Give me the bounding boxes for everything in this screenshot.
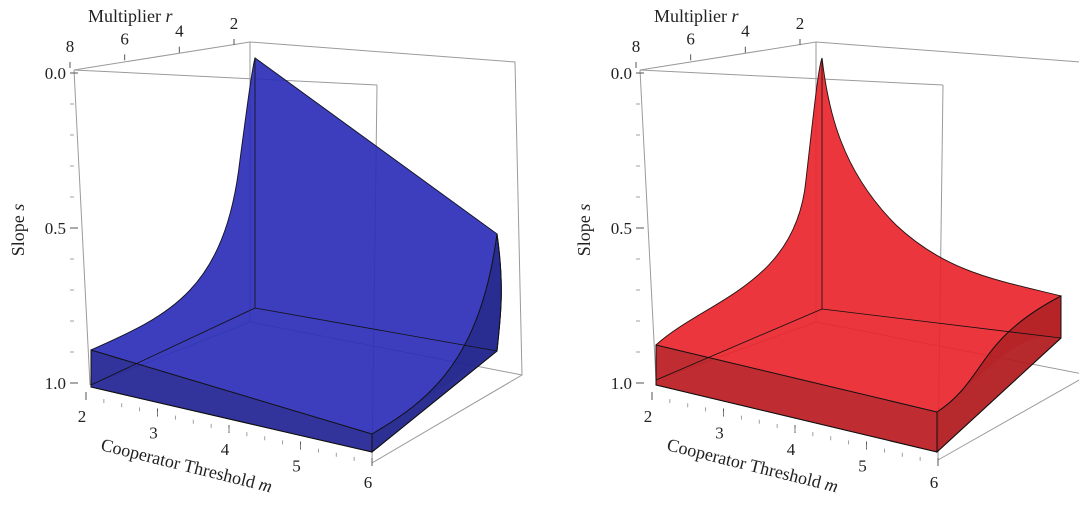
x-tick-label: 3 bbox=[715, 424, 724, 443]
z-tick-label: 0.0 bbox=[611, 64, 632, 83]
x-tick-label: 6 bbox=[930, 473, 939, 492]
x-axis-title: Cooperator Threshold m bbox=[99, 434, 274, 496]
y-tick-label: 2 bbox=[230, 14, 239, 33]
y-axis-var: r bbox=[732, 6, 740, 26]
z-axis-title: Slope s bbox=[8, 204, 28, 257]
z-axis-title: Slope s bbox=[574, 204, 594, 257]
box-frame-back bbox=[639, 41, 1079, 461]
box-edge-front-left bbox=[73, 69, 91, 386]
z-tick-label: 0.5 bbox=[45, 219, 66, 238]
x-tick-label: 2 bbox=[78, 407, 87, 426]
z-tick-label: 1.0 bbox=[611, 374, 632, 393]
y-tick-label: 6 bbox=[120, 29, 129, 48]
x-tick-label: 2 bbox=[644, 407, 653, 426]
z-tick-label: 1.0 bbox=[45, 374, 66, 393]
x-tick-label: 4 bbox=[787, 440, 796, 459]
surface-right-face bbox=[936, 295, 1062, 454]
x-axis-var: m bbox=[823, 474, 840, 497]
surface-body bbox=[655, 57, 1062, 453]
y-tick-label: 8 bbox=[632, 37, 641, 56]
y-axis-var: r bbox=[166, 6, 174, 26]
x-tick-label: 3 bbox=[149, 424, 158, 443]
x-axis-var: m bbox=[257, 474, 274, 497]
surface-inner-floor-edge-2 bbox=[254, 307, 498, 352]
x-tick-label: 4 bbox=[221, 440, 230, 459]
x-axis-title: Cooperator Threshold m bbox=[665, 434, 840, 496]
y-tick-label: 4 bbox=[741, 22, 750, 41]
surface-inner-floor-edge bbox=[655, 308, 823, 381]
box-edge-front-left bbox=[639, 69, 657, 381]
x-tick-label: 5 bbox=[292, 457, 301, 476]
surface-right-face bbox=[371, 233, 502, 454]
y-tick-label: 2 bbox=[796, 14, 805, 33]
z-tick-label: 0.5 bbox=[611, 219, 632, 238]
z-axis-var: s bbox=[8, 204, 28, 211]
x-tick-label: 6 bbox=[364, 473, 373, 492]
surface-top-face bbox=[656, 58, 1061, 412]
box-frame-back bbox=[73, 41, 523, 464]
y-axis-title: Multiplier r bbox=[654, 6, 740, 26]
y-tick-label: 4 bbox=[175, 22, 184, 41]
box-edge-top-front bbox=[73, 69, 378, 86]
z-axis-var: s bbox=[574, 204, 594, 211]
z-tick-label: 0.0 bbox=[45, 64, 66, 83]
y-tick-label: 6 bbox=[686, 29, 695, 48]
surface-inner-floor-edge-2 bbox=[821, 308, 1062, 339]
x-tick-label: 5 bbox=[858, 457, 867, 476]
box-edge-top-front bbox=[639, 69, 944, 86]
surface-top-face bbox=[91, 58, 502, 434]
y-axis-title: Multiplier r bbox=[88, 6, 174, 26]
surface-inner-floor-edge bbox=[90, 307, 256, 386]
chart-panel-1: 0.0 0.5 1.0 2 3 4 5 6 8 6 4 2 Multiplier r Slope s Coo… bbox=[8, 6, 523, 496]
y-tick-label: 8 bbox=[66, 37, 75, 56]
chart-panel-2: 0.0 0.5 1.0 2 3 4 5 6 8 6 4 2 Multiplier r Slope s Coo… bbox=[574, 6, 1079, 496]
